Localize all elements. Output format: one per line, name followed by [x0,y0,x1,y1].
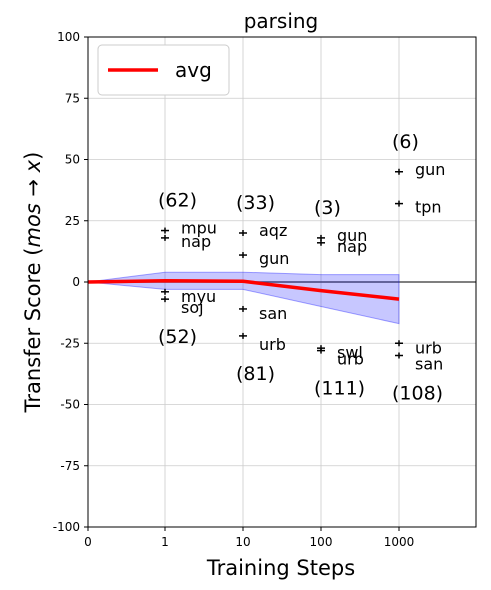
point-label: urb [337,350,364,369]
point-label: aqz [259,221,287,240]
count-label: (6) [392,131,419,153]
x-tick-label: 1 [161,535,169,549]
count-label: (52) [158,326,197,348]
count-label: (62) [158,190,197,212]
data-point-marker [395,340,403,347]
y-tick-label: 25 [65,214,80,228]
y-axis-label-prefix: Transfer Score ( [21,248,45,414]
data-point-marker [161,288,169,295]
avg-line [87,279,400,301]
data-point-marker [239,305,247,312]
data-point-marker [161,296,169,303]
point-label: tpn [415,198,442,217]
point-label: urb [259,335,286,354]
point-label: mpu [181,219,217,238]
y-tick-label: -50 [60,398,80,412]
data-point-marker [161,234,169,241]
y-tick-label: -25 [60,336,80,350]
x-axis-label: Training Steps [206,556,355,580]
chart-title: parsing [244,9,319,33]
x-tick-label: 0 [84,535,92,549]
labels-layer: mpunap(62)myusoj(52)aqzgun(33)sanurb(81)… [158,131,445,405]
legend-label: avg [175,58,212,82]
point-label: swl [337,343,363,362]
count-label: (3) [314,197,341,219]
point-label: nap [337,237,367,256]
point-label: san [259,304,287,323]
data-point-marker [239,332,247,339]
y-tick-label: -100 [53,520,80,534]
point-label: gun [337,226,367,245]
legend: avg [97,44,230,96]
y-tick-label: 50 [65,153,80,167]
point-label: soj [181,298,204,317]
points-layer [161,168,403,359]
x-tick-label: 1000 [384,535,415,549]
avg-line-layer [87,279,400,301]
y-axis-label-target: x [21,159,45,173]
x-ticks: 0 1 10 100 1000 [84,527,414,549]
y-axis-label: Transfer Score (mos → x) [21,152,45,414]
count-label: (33) [236,192,275,214]
y-axis-label-arrow: → [21,172,45,203]
point-label: urb [415,338,442,357]
data-point-marker [395,200,403,207]
y-tick-label: 0 [72,275,80,289]
point-label: myu [181,287,216,306]
point-label: gun [415,160,445,179]
y-tick-label: 75 [65,91,80,105]
y-tick-label: 100 [57,30,80,44]
data-point-marker [239,230,247,236]
data-point-marker [161,227,169,234]
y-axis-label-source: mos [21,203,45,247]
point-label: nap [181,232,211,251]
x-tick-label: 10 [235,535,250,549]
data-point-marker [317,239,325,246]
data-point-marker [239,252,247,259]
count-label: (108) [392,383,443,405]
x-tick-label: 100 [310,535,333,549]
y-ticks: -100 -75 -50 -25 0 25 50 75 100 [53,30,88,534]
count-label: (111) [314,378,365,400]
y-axis-label-suffix: ) [21,152,45,160]
legend-box [97,44,230,96]
point-label: gun [259,249,289,268]
count-label: (81) [236,363,275,385]
data-point-marker [317,347,325,354]
data-point-marker [395,352,403,359]
data-point-marker [395,168,403,175]
y-tick-label: -75 [60,459,80,473]
point-label: san [415,355,443,374]
